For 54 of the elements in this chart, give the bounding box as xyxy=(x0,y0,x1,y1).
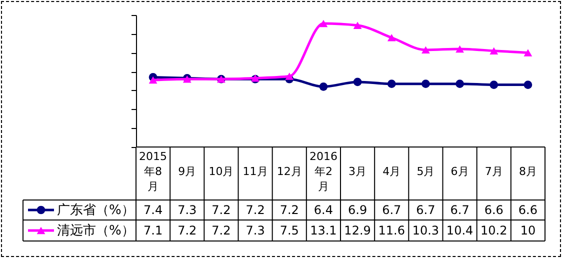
data-label: 11.6 xyxy=(378,224,405,238)
data-label: 7.3 xyxy=(178,203,197,217)
point xyxy=(148,76,158,84)
data-label: 12.9 xyxy=(344,224,371,238)
x-tick-label: 8月 xyxy=(518,165,537,178)
data-label: 6.7 xyxy=(416,203,436,217)
x-tick-label: 2016年2月 xyxy=(309,150,338,193)
data-label: 6.6 xyxy=(518,203,538,217)
point xyxy=(387,80,396,88)
x-tick-label: 6月 xyxy=(450,165,469,178)
data-label: 6.9 xyxy=(348,203,368,217)
point xyxy=(490,80,498,89)
data-label: 7.2 xyxy=(280,203,299,217)
x-tick-label: 10月 xyxy=(208,165,234,178)
x-tick-label: 7月 xyxy=(484,165,503,178)
data-label: 7.5 xyxy=(280,224,299,238)
data-label: 10.2 xyxy=(480,224,508,238)
data-label: 7.4 xyxy=(143,203,163,217)
point xyxy=(285,72,294,80)
legend-label: 清远市（%） xyxy=(57,224,134,238)
point xyxy=(319,82,328,91)
point xyxy=(319,20,328,28)
data-label: 7.2 xyxy=(212,203,231,217)
x-tick-label: 4月 xyxy=(382,165,401,178)
data-label: 10 xyxy=(520,224,536,238)
point xyxy=(524,49,532,56)
x-tick-label: 5月 xyxy=(416,165,435,178)
point xyxy=(490,47,498,54)
data-label: 10.3 xyxy=(412,224,440,238)
data-label: 6.7 xyxy=(450,203,470,217)
data-label: 6.6 xyxy=(484,203,504,217)
data-label: 13.1 xyxy=(310,224,337,238)
point xyxy=(353,22,362,29)
data-label: 7.1 xyxy=(143,224,163,238)
data-label: 7.2 xyxy=(212,224,231,238)
data-label: 7.3 xyxy=(246,224,265,238)
point xyxy=(456,45,464,53)
x-tick-label: 11月 xyxy=(242,165,268,178)
legend-label: 广东省（%） xyxy=(57,203,134,218)
point xyxy=(422,46,430,54)
point xyxy=(524,80,532,89)
data-label: 7.2 xyxy=(178,224,197,238)
point xyxy=(387,34,396,42)
data-label: 10.4 xyxy=(446,224,474,238)
x-tick-label: 2015年8月 xyxy=(139,150,168,193)
point xyxy=(422,80,430,88)
point xyxy=(456,80,464,88)
x-tick-label: 9月 xyxy=(178,165,196,178)
x-tick-label: 12月 xyxy=(276,165,302,178)
x-tick-label: 3月 xyxy=(348,165,367,178)
data-label: 6.4 xyxy=(314,203,334,217)
data-label: 6.7 xyxy=(382,203,402,217)
point xyxy=(353,78,362,86)
data-label: 7.2 xyxy=(246,203,265,217)
